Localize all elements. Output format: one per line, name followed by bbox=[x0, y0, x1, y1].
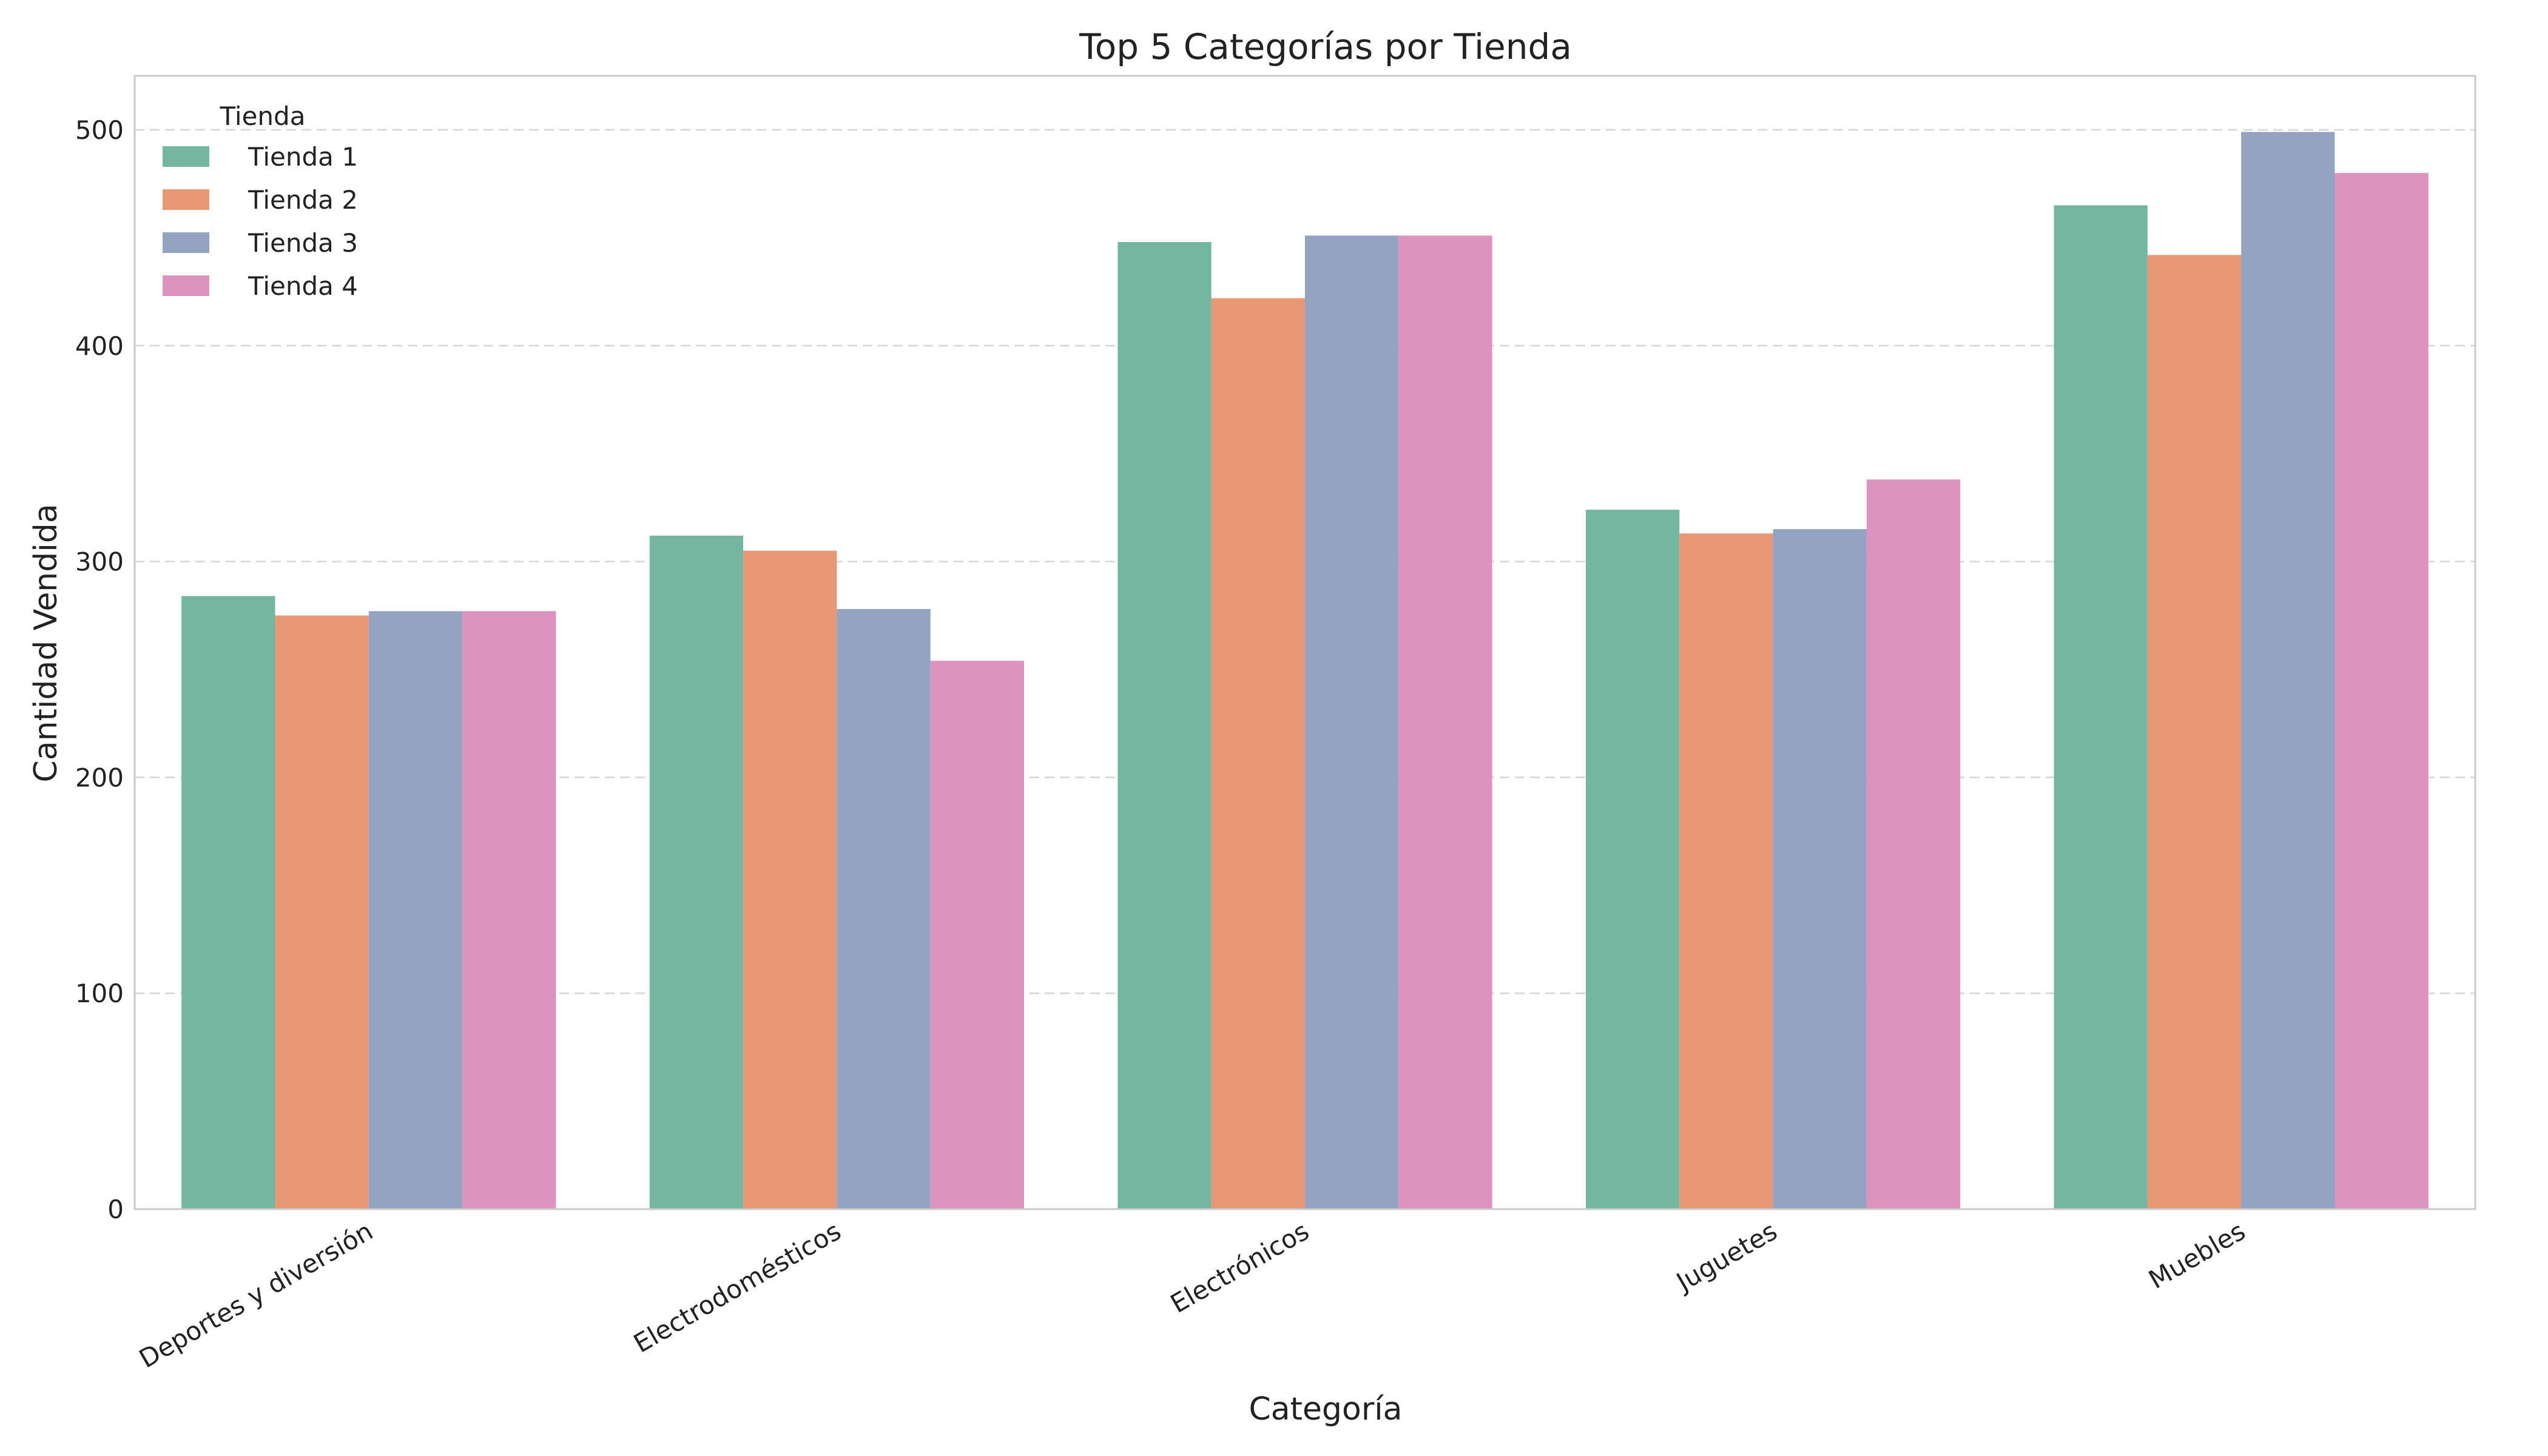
bar bbox=[1866, 479, 1961, 1210]
legend-swatch bbox=[163, 146, 209, 167]
legend-swatch bbox=[163, 189, 209, 210]
legend-swatch bbox=[163, 275, 209, 296]
bar bbox=[930, 661, 1025, 1209]
y-tick-label: 300 bbox=[75, 547, 124, 577]
legend-items: Tienda 1 Tienda 2 Tienda 3 Tienda 4 bbox=[163, 142, 358, 301]
bar bbox=[275, 615, 369, 1209]
bar bbox=[1679, 533, 1773, 1209]
bar bbox=[181, 596, 275, 1209]
legend-label: Tienda 1 bbox=[248, 142, 358, 172]
y-tick-label: 0 bbox=[107, 1195, 124, 1224]
y-tick-label: 500 bbox=[75, 115, 124, 145]
bar bbox=[837, 608, 931, 1209]
x-tick-label: Juguetes bbox=[1670, 1216, 1782, 1298]
bar bbox=[1211, 298, 1305, 1210]
bars bbox=[181, 132, 2428, 1210]
x-axis-ticks: Deportes y diversión Electrodomésticos Ele… bbox=[134, 1216, 2250, 1373]
y-tick-label: 400 bbox=[75, 331, 124, 361]
bar bbox=[2241, 132, 2335, 1209]
bar bbox=[462, 611, 556, 1209]
bar bbox=[368, 611, 463, 1209]
plot-frame bbox=[133, 75, 2476, 1210]
legend-label: Tienda 3 bbox=[248, 228, 358, 258]
bar bbox=[2334, 173, 2428, 1210]
legend-label: Tienda 2 bbox=[248, 185, 358, 215]
bar bbox=[2054, 205, 2148, 1209]
x-tick-label: Electrónicos bbox=[1165, 1216, 1314, 1319]
y-axis-ticks: 0 100 200 300 400 500 bbox=[75, 115, 124, 1224]
legend-title: Tienda bbox=[220, 101, 306, 131]
legend-label: Tienda 4 bbox=[248, 271, 358, 301]
x-tick-label: Electrodomésticos bbox=[629, 1216, 846, 1358]
y-tick-label: 200 bbox=[75, 763, 124, 792]
legend: Tienda Tienda 1 Tienda 2 Tienda 3 Tienda 4 bbox=[163, 101, 358, 301]
bar bbox=[743, 550, 837, 1209]
y-tick-label: 100 bbox=[75, 979, 124, 1008]
chart-title: Top 5 Categorías por Tienda bbox=[1079, 26, 1572, 67]
bar bbox=[1773, 529, 1867, 1210]
bar bbox=[1398, 235, 1492, 1209]
bar bbox=[1305, 235, 1399, 1209]
bar bbox=[2147, 255, 2242, 1209]
y-axis-label: Cantidad Vendida bbox=[28, 504, 64, 782]
x-tick-label: Deportes y diversión bbox=[134, 1216, 378, 1373]
bar bbox=[649, 535, 744, 1209]
legend-swatch bbox=[163, 232, 209, 253]
bar bbox=[1585, 510, 1680, 1209]
x-axis-label: Categoría bbox=[1249, 1391, 1402, 1427]
bar bbox=[1117, 241, 1212, 1209]
x-tick-label: Muebles bbox=[2143, 1216, 2250, 1295]
